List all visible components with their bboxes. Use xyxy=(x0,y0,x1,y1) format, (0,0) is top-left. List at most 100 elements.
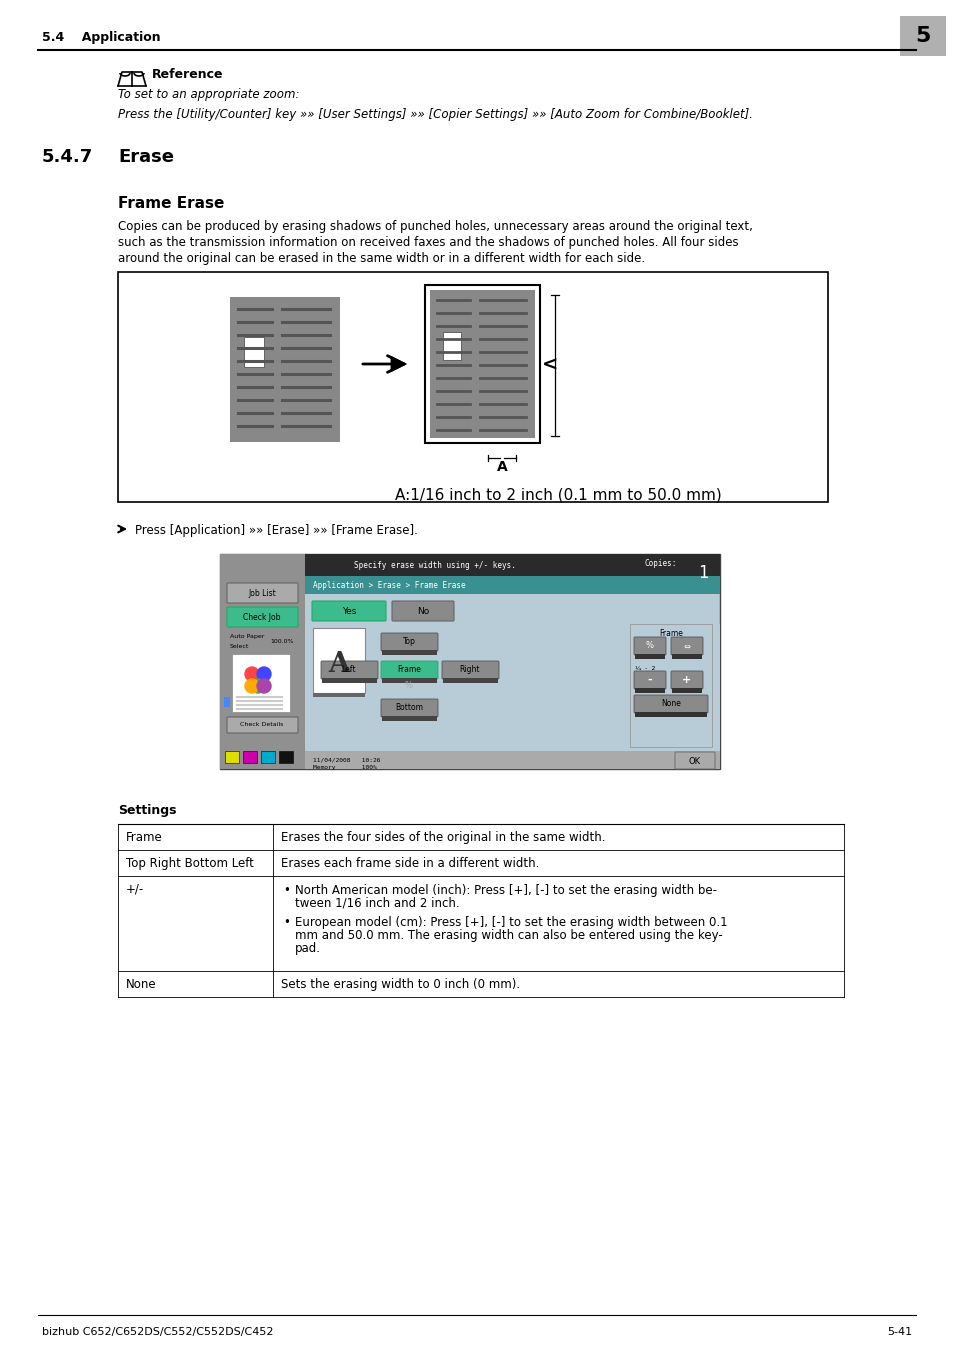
Text: Copies:: Copies: xyxy=(644,559,677,567)
Text: None: None xyxy=(660,699,680,709)
Text: Sets the erasing width to 0 inch (0 mm).: Sets the erasing width to 0 inch (0 mm). xyxy=(281,977,519,991)
Text: Top Right Bottom Left: Top Right Bottom Left xyxy=(126,857,253,869)
Bar xyxy=(430,290,535,437)
Text: European model (cm): Press [+], [-] to set the erasing width between 0.1: European model (cm): Press [+], [-] to s… xyxy=(294,917,727,929)
FancyBboxPatch shape xyxy=(441,662,498,679)
Bar xyxy=(313,693,365,697)
Text: pad.: pad. xyxy=(294,942,320,954)
Bar xyxy=(230,297,339,441)
Bar xyxy=(220,554,720,770)
Bar xyxy=(442,332,460,360)
Text: Application > Erase > Frame Erase: Application > Erase > Frame Erase xyxy=(313,580,465,590)
Circle shape xyxy=(245,679,258,693)
FancyBboxPatch shape xyxy=(380,662,437,679)
Bar xyxy=(220,554,720,576)
Text: A: A xyxy=(328,652,350,679)
Bar xyxy=(224,697,230,707)
Text: mm and 50.0 mm. The erasing width can also be entered using the key-: mm and 50.0 mm. The erasing width can al… xyxy=(294,929,722,942)
Bar xyxy=(118,971,843,998)
Bar xyxy=(424,285,539,443)
Text: %: % xyxy=(645,641,654,651)
Text: ⇔: ⇔ xyxy=(682,641,690,651)
FancyBboxPatch shape xyxy=(380,633,437,651)
Text: Specify erase width using +/- keys.: Specify erase width using +/- keys. xyxy=(354,562,516,571)
Text: Copies can be produced by erasing shadows of punched holes, unnecessary areas ar: Copies can be produced by erasing shadow… xyxy=(118,220,752,234)
Text: Right: Right xyxy=(459,666,479,675)
Text: ¼  -  2: ¼ - 2 xyxy=(635,666,655,671)
Text: Job List: Job List xyxy=(248,589,275,598)
Text: 5: 5 xyxy=(914,26,930,46)
Bar xyxy=(225,751,239,763)
FancyBboxPatch shape xyxy=(320,662,377,679)
Bar xyxy=(261,751,274,763)
FancyBboxPatch shape xyxy=(634,637,665,655)
Bar xyxy=(305,751,720,769)
Text: •: • xyxy=(283,917,290,929)
Text: 5.4.7: 5.4.7 xyxy=(42,148,93,166)
FancyBboxPatch shape xyxy=(380,699,437,717)
Text: %: % xyxy=(405,682,413,690)
Bar xyxy=(278,751,293,763)
Text: Check Details: Check Details xyxy=(240,722,283,728)
Bar xyxy=(305,624,720,751)
FancyBboxPatch shape xyxy=(227,583,297,603)
Bar xyxy=(381,678,436,683)
Text: To set to an appropriate zoom:: To set to an appropriate zoom: xyxy=(118,88,299,101)
Text: Frame: Frame xyxy=(396,666,420,675)
Text: such as the transmission information on received faxes and the shadows of punche: such as the transmission information on … xyxy=(118,236,738,248)
Bar xyxy=(635,688,664,693)
Bar xyxy=(381,649,436,655)
Text: Frame: Frame xyxy=(126,832,163,844)
Text: Press [Application] »» [Erase] »» [Frame Erase].: Press [Application] »» [Erase] »» [Frame… xyxy=(135,524,417,537)
Bar xyxy=(381,716,436,721)
Bar xyxy=(118,850,843,876)
Bar xyxy=(232,653,290,711)
Text: Yes: Yes xyxy=(341,606,355,616)
Text: +/-: +/- xyxy=(126,883,144,896)
Text: 5-41: 5-41 xyxy=(886,1327,911,1336)
Bar xyxy=(118,271,827,502)
Bar xyxy=(671,688,701,693)
Text: Reference: Reference xyxy=(152,68,223,81)
Text: Check Job: Check Job xyxy=(243,613,280,621)
Text: Top: Top xyxy=(402,637,415,647)
Text: bizhub C652/C652DS/C552/C552DS/C452: bizhub C652/C652DS/C552/C552DS/C452 xyxy=(42,1327,274,1336)
Text: A:1/16 inch to 2 inch (0.1 mm to 50.0 mm): A:1/16 inch to 2 inch (0.1 mm to 50.0 mm… xyxy=(395,487,720,502)
FancyBboxPatch shape xyxy=(634,695,707,713)
Text: A: A xyxy=(497,460,507,474)
Text: 1: 1 xyxy=(698,564,707,582)
Text: Erases the four sides of the original in the same width.: Erases the four sides of the original in… xyxy=(281,832,605,844)
Text: OK: OK xyxy=(688,756,700,765)
Bar xyxy=(305,576,720,594)
Text: Memory       100%: Memory 100% xyxy=(313,765,376,771)
Bar xyxy=(635,653,664,659)
Text: •: • xyxy=(283,884,290,896)
Bar xyxy=(671,653,701,659)
Circle shape xyxy=(245,667,258,680)
Text: <: < xyxy=(541,356,558,375)
FancyBboxPatch shape xyxy=(312,601,386,621)
Text: Erases each frame side in a different width.: Erases each frame side in a different wi… xyxy=(281,857,538,869)
Text: Press the [Utility/Counter] key »» [User Settings] »» [Copier Settings] »» [Auto: Press the [Utility/Counter] key »» [User… xyxy=(118,108,752,122)
Bar xyxy=(322,678,376,683)
Circle shape xyxy=(251,679,265,693)
Bar xyxy=(220,554,305,770)
FancyBboxPatch shape xyxy=(675,752,714,769)
Bar xyxy=(442,678,497,683)
FancyArrowPatch shape xyxy=(362,355,404,373)
Bar xyxy=(629,624,711,747)
Text: 100.0%: 100.0% xyxy=(270,639,294,644)
FancyBboxPatch shape xyxy=(634,671,665,689)
Text: tween 1/16 inch and 2 inch.: tween 1/16 inch and 2 inch. xyxy=(294,896,459,910)
Text: No: No xyxy=(416,606,429,616)
Text: Auto Paper: Auto Paper xyxy=(230,634,264,639)
Bar xyxy=(899,16,945,55)
Text: Left: Left xyxy=(341,666,355,675)
Text: +: + xyxy=(681,675,691,684)
Text: None: None xyxy=(126,977,156,991)
Bar xyxy=(243,751,256,763)
Text: Frame: Frame xyxy=(659,629,682,639)
Text: North American model (inch): Press [+], [-] to set the erasing width be-: North American model (inch): Press [+], … xyxy=(294,884,717,896)
Text: Select: Select xyxy=(230,644,249,649)
FancyBboxPatch shape xyxy=(670,637,702,655)
